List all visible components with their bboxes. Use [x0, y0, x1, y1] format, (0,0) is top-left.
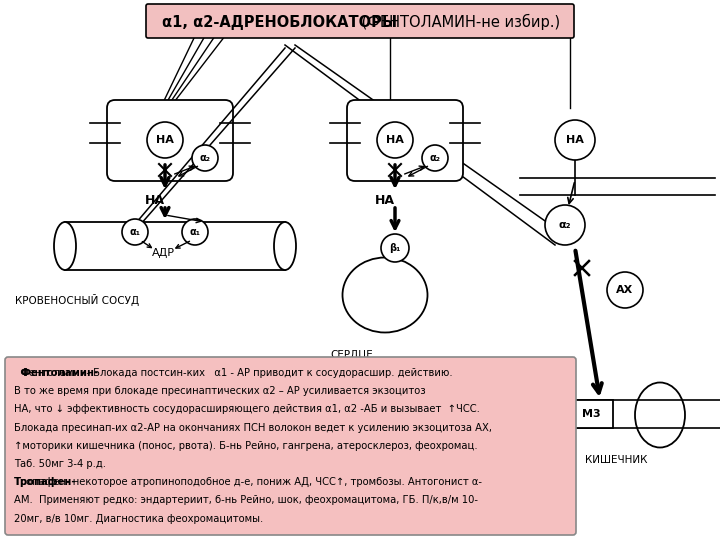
Text: НА, что ↓ эффективность сосудорасширяющего действия α1, α2 -АБ и вызывает  ↑ЧСС.: НА, что ↓ эффективность сосудорасширяюще…: [14, 404, 480, 414]
Text: НА: НА: [156, 135, 174, 145]
Text: В то же время при блокаде пресинаптических α2 – АР усиливается экзоцитоз: В то же время при блокаде пресинаптическ…: [14, 386, 426, 396]
Circle shape: [182, 219, 208, 245]
Text: Блокада пресинап-их α2-АР на окончаниях ПСН волокон ведет к усилению экзоцитоза : Блокада пресинап-их α2-АР на окончаниях …: [14, 423, 492, 433]
Ellipse shape: [274, 222, 296, 270]
Circle shape: [555, 120, 595, 160]
Text: α1, α2-АДРЕНОБЛОКАТОРЫ: α1, α2-АДРЕНОБЛОКАТОРЫ: [162, 15, 397, 30]
Bar: [568, 400, 613, 428]
Text: α₂: α₂: [559, 220, 571, 230]
Circle shape: [607, 272, 643, 308]
Circle shape: [381, 234, 409, 262]
Text: АХ: АХ: [616, 285, 634, 295]
Text: Тропафен- некоторое атропиноподобное д-е, пониж АД, ЧСС↑, тромбозы. Антогонист α: Тропафен- некоторое атропиноподобное д-е…: [14, 477, 482, 487]
FancyBboxPatch shape: [146, 4, 574, 38]
Text: β₁: β₁: [390, 243, 401, 253]
FancyBboxPatch shape: [5, 357, 576, 535]
Text: ↑моторики кишечника (понос, рвота). Б-нь Рейно, гангрена, атеросклероз, феохрома: ↑моторики кишечника (понос, рвота). Б-нь…: [14, 441, 477, 451]
Text: НА: НА: [375, 193, 395, 206]
Circle shape: [147, 122, 183, 158]
Circle shape: [422, 145, 448, 171]
Text: Таб. 50мг 3-4 р.д.: Таб. 50мг 3-4 р.д.: [14, 459, 106, 469]
Text: АДР: АДР: [151, 248, 174, 258]
Circle shape: [377, 122, 413, 158]
Text: АМ.  Применяют редко: эндартериит, б-нь Рейно, шок, феохромацитома, ГБ. П/к,в/м : АМ. Применяют редко: эндартериит, б-нь Р…: [14, 495, 478, 505]
Text: КИШЕЧНИК: КИШЕЧНИК: [585, 455, 647, 465]
Ellipse shape: [635, 382, 685, 448]
FancyBboxPatch shape: [107, 100, 233, 181]
Text: СЕРДЦЕ: СЕРДЦЕ: [330, 350, 373, 360]
Text: КРОВЕНОСНЫЙ СОСУД: КРОВЕНОСНЫЙ СОСУД: [15, 294, 139, 306]
Text: 20мг, в/в 10мг. Диагностика феохромацитомы.: 20мг, в/в 10мг. Диагностика феохромацито…: [14, 514, 264, 524]
Text: α₂: α₂: [199, 153, 210, 163]
Text: Тропафен-: Тропафен-: [14, 477, 76, 487]
Text: α₁: α₁: [130, 227, 140, 237]
FancyBboxPatch shape: [347, 100, 463, 181]
Circle shape: [545, 205, 585, 245]
Ellipse shape: [54, 222, 76, 270]
Text: НА: НА: [566, 135, 584, 145]
Text: α₂: α₂: [430, 153, 441, 163]
Text: Фентоламин- Блокада постсин-ких   α1 - АР приводит к сосудорасшир. действию.: Фентоламин- Блокада постсин-ких α1 - АР …: [14, 368, 453, 378]
Text: M3: M3: [582, 409, 600, 419]
Text: НА: НА: [386, 135, 404, 145]
Circle shape: [122, 219, 148, 245]
Bar: [65, 222, 285, 270]
Ellipse shape: [343, 258, 428, 333]
Text: НА: НА: [145, 193, 165, 206]
Text: (ФЕНТОЛАМИН-не избир.): (ФЕНТОЛАМИН-не избир.): [357, 14, 560, 30]
Text: α₁: α₁: [189, 227, 200, 237]
Text: Фентоламин-: Фентоламин-: [14, 368, 98, 378]
Circle shape: [192, 145, 218, 171]
